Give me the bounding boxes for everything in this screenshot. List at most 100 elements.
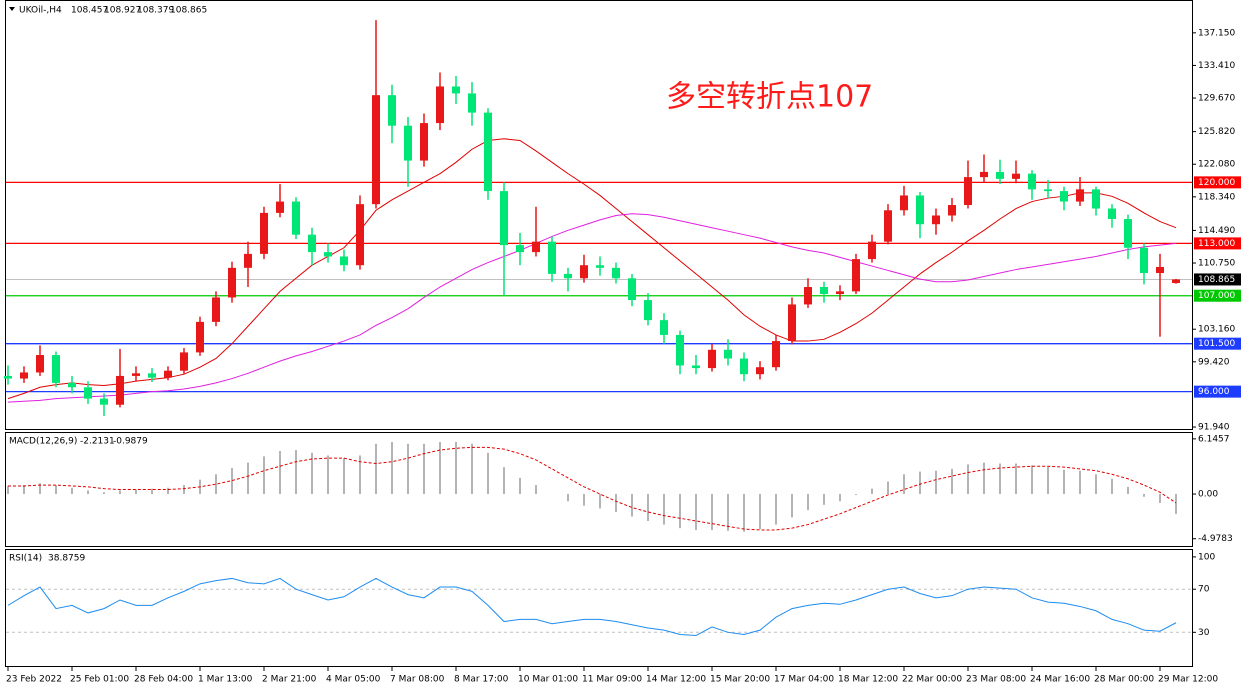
- macd-bar: [391, 441, 393, 495]
- candle-body: [180, 352, 188, 371]
- x-tick-label: 14 Mar 12:00: [646, 675, 706, 685]
- candle-body: [756, 367, 764, 375]
- annotation: 多空转折点107: [666, 80, 873, 115]
- candle-body: [740, 358, 748, 375]
- candle-body: [820, 287, 828, 294]
- macd-value: -2.2131: [80, 437, 115, 447]
- candle-body: [932, 215, 940, 225]
- candle-body: [868, 241, 876, 260]
- macd-bar: [823, 494, 825, 505]
- macd-bar: [407, 443, 409, 495]
- candle-body: [516, 245, 524, 253]
- macd-bar: [247, 462, 249, 495]
- candle-body: [500, 191, 508, 246]
- macd-bar: [503, 467, 505, 495]
- candle-body: [1076, 189, 1084, 202]
- macd-bar: [39, 483, 41, 495]
- y-tick-label: 114.490: [1198, 226, 1235, 236]
- candle-body: [1124, 218, 1132, 248]
- x-tick-label: 28 Mar 00:00: [1094, 675, 1154, 685]
- candle-body: [308, 234, 316, 253]
- macd-bar: [743, 494, 745, 532]
- macd-bar: [935, 470, 937, 495]
- macd-bar: [615, 494, 617, 512]
- candle-body: [452, 86, 460, 94]
- candle-body: [1156, 266, 1164, 274]
- candle-body: [84, 387, 92, 399]
- macd-bar: [295, 450, 297, 495]
- macd-bar: [887, 481, 889, 495]
- macd-bar: [1063, 469, 1065, 495]
- x-tick-label: 7 Mar 08:00: [390, 675, 445, 685]
- macd-bar: [71, 487, 73, 495]
- candle-body: [964, 177, 972, 206]
- candle-body: [100, 398, 108, 405]
- candle-body: [916, 195, 924, 225]
- x-tick-label: 8 Mar 17:00: [454, 675, 509, 685]
- macd-bar: [951, 468, 953, 495]
- macd-bar: [1175, 494, 1177, 514]
- level-label: 101.500: [1198, 339, 1235, 349]
- candle-body: [564, 273, 572, 279]
- candle-body: [836, 291, 844, 294]
- macd-bar: [695, 494, 697, 530]
- macd-bar: [151, 488, 153, 495]
- x-tick-label: 10 Mar 01:00: [518, 675, 578, 685]
- ohlc-high: 108.927: [104, 6, 141, 16]
- macd-bar: [647, 494, 649, 521]
- x-tick-label: 4 Mar 05:00: [326, 675, 381, 685]
- candle-body: [132, 373, 140, 376]
- macd-bar: [583, 494, 585, 506]
- macd-bar: [311, 452, 313, 495]
- candle-body: [372, 95, 380, 205]
- y-tick-label: 0.00: [1198, 490, 1218, 500]
- candle-body: [708, 349, 716, 369]
- y-tick-label: 110.750: [1198, 259, 1235, 269]
- macd-signal: [8, 446, 1177, 531]
- symbol-title: UKOil-,H4: [19, 6, 62, 16]
- candle-body: [1060, 191, 1068, 202]
- macd-bar: [839, 494, 841, 502]
- candle-body: [612, 267, 620, 279]
- ohlc-low: 108.379: [137, 6, 174, 16]
- x-tick-label: 28 Feb 04:00: [134, 675, 193, 685]
- y-tick-label: 91.940: [1198, 423, 1230, 433]
- macd-bar: [727, 494, 729, 531]
- candle-body: [484, 112, 492, 192]
- macd-signal-value: -0.9879: [113, 437, 148, 447]
- macd-bar: [1095, 474, 1097, 495]
- y-tick-label: 122.080: [1198, 160, 1235, 170]
- y-tick-label: 100: [1198, 552, 1215, 562]
- x-tick-label: 23 Feb 2022: [6, 675, 62, 685]
- macd-bar: [983, 462, 985, 495]
- level-label: 113.000: [1198, 239, 1235, 249]
- candle-body: [948, 205, 956, 216]
- x-tick-label: 29 Mar 12:00: [1158, 675, 1218, 685]
- macd-bar: [471, 443, 473, 495]
- candle-body: [388, 95, 396, 126]
- candle-body: [980, 171, 988, 178]
- macd-bar: [711, 494, 713, 530]
- main-panel: [5, 0, 1193, 430]
- x-tick-label: 18 Mar 12:00: [838, 675, 898, 685]
- last-price-box: [1194, 273, 1241, 286]
- candle-body: [436, 86, 444, 124]
- candle-body: [724, 349, 732, 359]
- macd-bar: [1111, 478, 1113, 495]
- candle-body: [580, 265, 588, 279]
- menu-arrow: [9, 7, 15, 11]
- x-tick-label: 1 Mar 13:00: [198, 675, 253, 685]
- candle-body: [260, 212, 268, 254]
- macd-bar: [599, 494, 601, 509]
- candle-body: [884, 210, 892, 242]
- candle-body: [676, 334, 684, 366]
- moving-average: [7, 138, 1177, 400]
- macd-bar: [967, 464, 969, 495]
- candle-body: [1012, 173, 1020, 179]
- candle-body: [340, 256, 348, 266]
- macd-bar: [455, 441, 457, 495]
- candle-body: [548, 241, 556, 274]
- y-tick-label: 125.820: [1198, 127, 1235, 137]
- macd-bar: [487, 452, 489, 495]
